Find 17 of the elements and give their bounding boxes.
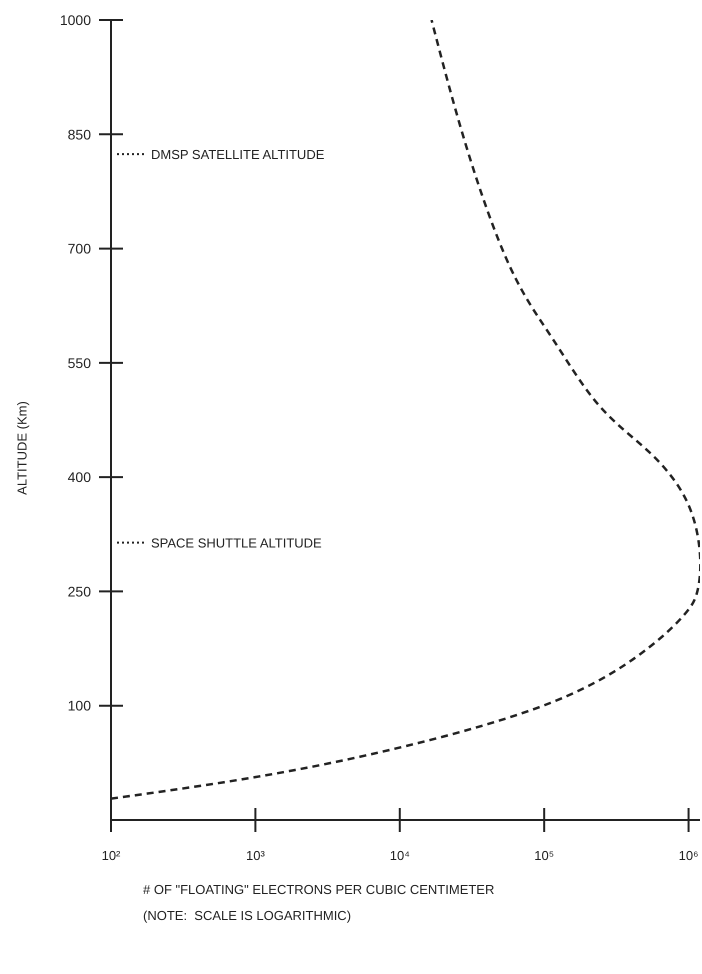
ref-line-label: DMSP SATELLITE ALTITUDE — [151, 147, 325, 162]
x-tick-label: 10⁶ — [678, 848, 698, 863]
x-axis-title: # OF "FLOATING" ELECTRONS PER CUBIC CENTIMETER — [143, 881, 496, 899]
x-tick-label: 10⁵ — [534, 848, 554, 863]
y-tick-label: 100 — [68, 698, 92, 714]
y-axis-title: ALTITUDE (Km) — [14, 401, 30, 495]
text: (NOTE: SCALE IS LOGARITHMIC) — [143, 907, 352, 925]
x-tick-label: 10⁴ — [390, 848, 410, 863]
ref-line-label: SPACE SHUTTLE ALTITUDE — [151, 536, 322, 551]
y-tick-label: 250 — [68, 583, 92, 600]
x-tick-label: 10³ — [246, 848, 266, 863]
y-tick-label: 550 — [68, 354, 92, 371]
y-tick-label: 400 — [68, 469, 92, 486]
y-tick-label: 700 — [68, 240, 92, 257]
x-tick-label: 10² — [102, 848, 122, 863]
y-tick-label: 850 — [68, 126, 92, 142]
y-tick-label: 1000 — [60, 12, 92, 28]
